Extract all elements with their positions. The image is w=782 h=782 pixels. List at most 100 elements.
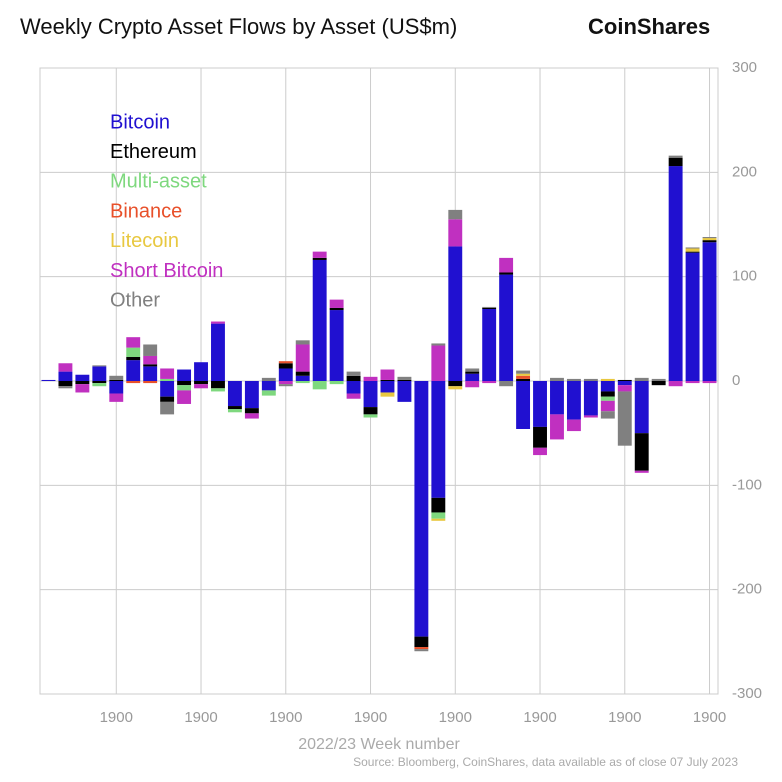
bar-segment	[634, 470, 649, 473]
bar-segment	[143, 364, 158, 367]
bar-segment	[177, 385, 192, 391]
bar-segment	[397, 376, 412, 380]
bar-segment	[363, 376, 378, 381]
x-tick-label: 1900	[100, 709, 133, 726]
bar-segment	[397, 381, 412, 402]
bar-segment	[566, 378, 581, 381]
bar-segment	[143, 344, 158, 356]
bar-segment	[92, 383, 107, 387]
bar-segment	[58, 381, 73, 387]
bar-segment	[617, 391, 632, 446]
bar-segment	[211, 388, 225, 392]
bar-segment	[668, 381, 683, 387]
bar-segment	[533, 426, 547, 448]
bar-segment	[312, 381, 327, 390]
bar-segment	[244, 408, 259, 414]
bar-segment	[566, 419, 581, 432]
bar-segment	[499, 257, 514, 273]
bar-segment	[685, 248, 700, 252]
bar-segment	[58, 371, 73, 381]
bar-segment	[261, 377, 276, 381]
bar-segment	[329, 307, 344, 311]
bar-segment	[685, 252, 700, 381]
bar-segment	[448, 209, 463, 220]
bar-segment	[448, 246, 463, 381]
bar-segment	[550, 414, 564, 440]
x-tick-label: 1900	[354, 709, 387, 726]
bar-segment	[126, 357, 141, 361]
bar-segment	[397, 379, 412, 381]
bar-segment	[533, 447, 547, 456]
bar-segment	[278, 361, 293, 364]
bar-segment	[329, 381, 344, 385]
bar-segment	[634, 381, 649, 434]
bar-segment	[126, 381, 141, 384]
bar-segment	[566, 381, 581, 420]
bar-segment	[211, 321, 225, 324]
bar-segment	[58, 386, 73, 389]
source: Source: Bloomberg, CoinShares, data avai…	[353, 755, 738, 769]
bar-segment	[92, 365, 107, 367]
bar-segment	[482, 306, 497, 308]
bar-segment	[617, 381, 632, 386]
bar-segment	[600, 378, 615, 381]
x-tick-label: 1900	[439, 709, 472, 726]
bar-segment	[109, 379, 124, 381]
bar-segment	[516, 381, 531, 429]
bar-segment	[448, 219, 463, 247]
legend-label: Litecoin	[110, 230, 179, 252]
bar-segment	[431, 381, 446, 498]
brand: CoinShares	[588, 14, 710, 39]
bar-segment	[160, 401, 175, 415]
bar-segment	[278, 368, 293, 381]
y-tick-label: -300	[732, 685, 762, 702]
bar-segment	[431, 345, 446, 381]
bar-segment	[634, 377, 649, 381]
bar-segment	[668, 157, 683, 167]
bar-segment	[295, 375, 310, 381]
y-tick-label: 0	[732, 372, 740, 389]
bar-segment	[194, 384, 208, 389]
bar-segment	[75, 374, 90, 381]
bar-segment	[363, 407, 378, 415]
bar-segment	[329, 299, 344, 308]
bar-segment	[516, 373, 531, 376]
bar-segment	[550, 381, 564, 415]
bar-segment	[312, 251, 327, 258]
bar-segment	[431, 343, 446, 346]
bar-segment	[634, 433, 649, 471]
bar-segment	[92, 381, 107, 384]
bar-segment	[702, 237, 717, 239]
bar-segment	[143, 355, 158, 365]
bar-segment	[431, 518, 446, 521]
bar-segment	[177, 369, 192, 381]
bar-segment	[482, 309, 497, 381]
bar-segment	[668, 166, 683, 381]
bar-segment	[600, 396, 615, 401]
bar-segment	[380, 381, 395, 393]
bar-segment	[414, 381, 429, 637]
bar-segment	[600, 391, 615, 397]
bar-segment	[380, 379, 395, 381]
bar-segment	[431, 512, 446, 519]
legend-label: Short Bitcoin	[110, 260, 223, 282]
bar-segment	[295, 340, 310, 345]
bar-segment	[295, 381, 310, 384]
bar-segment	[227, 406, 242, 410]
bar-segment	[160, 368, 175, 379]
bar-segment	[465, 381, 480, 388]
bar-segment	[227, 409, 242, 413]
bar-segment	[583, 415, 598, 418]
bar-segment	[177, 390, 192, 404]
bar-segment	[380, 369, 395, 380]
legend-label: Bitcoin	[110, 111, 170, 133]
chart-title: Weekly Crypto Asset Flows by Asset (US$m…	[20, 14, 457, 39]
bar-segment	[194, 381, 208, 385]
legend-label: Multi-asset	[110, 171, 207, 193]
bar-segment	[177, 381, 192, 386]
bar-segment	[363, 381, 378, 408]
legend-label: Binance	[110, 200, 182, 222]
bar-segment	[126, 360, 141, 381]
bar-segment	[651, 381, 666, 386]
